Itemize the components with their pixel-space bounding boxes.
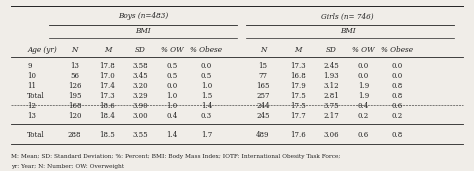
Text: 3.75: 3.75 — [323, 102, 339, 110]
Text: N: N — [260, 46, 266, 54]
Text: 0.8: 0.8 — [392, 92, 403, 100]
Text: 0.4: 0.4 — [358, 102, 369, 110]
Text: % Obese: % Obese — [381, 46, 413, 54]
Text: 0.0: 0.0 — [358, 72, 369, 80]
Text: M: Mean; SD: Standard Deviation; %: Percent; BMI: Body Mass Index; IOTF: Interna: M: Mean; SD: Standard Deviation; %: Perc… — [11, 154, 340, 159]
Text: 244: 244 — [256, 102, 270, 110]
Text: 0.6: 0.6 — [392, 102, 403, 110]
Text: 16.8: 16.8 — [291, 72, 306, 80]
Text: 17.3: 17.3 — [100, 92, 115, 100]
Text: Girls (n= 746): Girls (n= 746) — [321, 12, 374, 20]
Text: 195: 195 — [68, 92, 81, 100]
Text: 0.0: 0.0 — [392, 62, 403, 70]
Text: 0.0: 0.0 — [166, 82, 178, 90]
Text: 11: 11 — [27, 82, 36, 90]
Text: 18.4: 18.4 — [100, 112, 115, 120]
Text: 3.12: 3.12 — [323, 82, 339, 90]
Text: M: M — [104, 46, 111, 54]
Text: 3.20: 3.20 — [133, 82, 148, 90]
Text: BMI: BMI — [340, 28, 356, 35]
Text: 10: 10 — [27, 72, 36, 80]
Text: 1.4: 1.4 — [201, 102, 212, 110]
Text: 9: 9 — [27, 62, 32, 70]
Text: 0.3: 0.3 — [201, 112, 212, 120]
Text: Boys (n=483): Boys (n=483) — [118, 12, 168, 20]
Text: 0.6: 0.6 — [358, 131, 369, 139]
Text: 0.2: 0.2 — [392, 112, 403, 120]
Text: 77: 77 — [258, 72, 267, 80]
Text: N: N — [71, 46, 78, 54]
Text: 3.45: 3.45 — [133, 72, 148, 80]
Text: 0.8: 0.8 — [392, 82, 403, 90]
Text: 1.93: 1.93 — [323, 72, 339, 80]
Text: SD: SD — [135, 46, 146, 54]
Text: 56: 56 — [70, 72, 79, 80]
Text: 1.5: 1.5 — [201, 92, 212, 100]
Text: Age (yr): Age (yr) — [27, 46, 57, 54]
Text: 489: 489 — [256, 131, 270, 139]
Text: 1.9: 1.9 — [358, 92, 369, 100]
Text: 18.5: 18.5 — [100, 131, 115, 139]
Text: 13: 13 — [27, 112, 36, 120]
Text: 17.4: 17.4 — [100, 82, 115, 90]
Text: 0.5: 0.5 — [166, 72, 178, 80]
Text: 3.55: 3.55 — [133, 131, 148, 139]
Text: 15: 15 — [258, 62, 267, 70]
Text: 1.0: 1.0 — [201, 82, 212, 90]
Text: 17.3: 17.3 — [291, 62, 306, 70]
Text: 0.0: 0.0 — [392, 72, 403, 80]
Text: % OW: % OW — [161, 46, 183, 54]
Text: 168: 168 — [68, 102, 81, 110]
Text: 1.9: 1.9 — [358, 82, 369, 90]
Text: 165: 165 — [256, 82, 270, 90]
Text: Total: Total — [27, 131, 45, 139]
Text: 0.2: 0.2 — [358, 112, 369, 120]
Text: 126: 126 — [68, 82, 81, 90]
Text: 17.5: 17.5 — [291, 102, 306, 110]
Text: 3.00: 3.00 — [133, 112, 148, 120]
Text: 3.58: 3.58 — [133, 62, 148, 70]
Text: 3.90: 3.90 — [133, 102, 148, 110]
Text: Total: Total — [27, 92, 45, 100]
Text: 18.6: 18.6 — [100, 102, 115, 110]
Text: 120: 120 — [68, 112, 81, 120]
Text: 2.45: 2.45 — [323, 62, 339, 70]
Text: 1.0: 1.0 — [166, 92, 178, 100]
Text: 17.7: 17.7 — [291, 112, 306, 120]
Text: 3.29: 3.29 — [133, 92, 148, 100]
Text: 0.5: 0.5 — [201, 72, 212, 80]
Text: 3.06: 3.06 — [323, 131, 339, 139]
Text: 0.0: 0.0 — [201, 62, 212, 70]
Text: 13: 13 — [70, 62, 79, 70]
Text: 12: 12 — [27, 102, 36, 110]
Text: 17.5: 17.5 — [291, 92, 306, 100]
Text: 1.0: 1.0 — [166, 102, 178, 110]
Text: 0.0: 0.0 — [358, 62, 369, 70]
Text: SD: SD — [326, 46, 337, 54]
Text: 17.8: 17.8 — [100, 62, 115, 70]
Text: 288: 288 — [68, 131, 81, 139]
Text: 0.4: 0.4 — [166, 112, 178, 120]
Text: 2.17: 2.17 — [323, 112, 339, 120]
Text: 1.4: 1.4 — [166, 131, 178, 139]
Text: 17.6: 17.6 — [291, 131, 306, 139]
Text: 17.9: 17.9 — [291, 82, 306, 90]
Text: % OW: % OW — [352, 46, 374, 54]
Text: 245: 245 — [256, 112, 270, 120]
Text: M: M — [294, 46, 302, 54]
Text: 257: 257 — [256, 92, 270, 100]
Text: 0.8: 0.8 — [392, 131, 403, 139]
Text: % Obese: % Obese — [191, 46, 222, 54]
Text: 0.5: 0.5 — [166, 62, 178, 70]
Text: 2.81: 2.81 — [323, 92, 339, 100]
Text: yr: Year; N: Number; OW: Overweight: yr: Year; N: Number; OW: Overweight — [11, 163, 124, 169]
Text: 17.0: 17.0 — [100, 72, 115, 80]
Text: 1.7: 1.7 — [201, 131, 212, 139]
Text: BMI: BMI — [135, 28, 151, 35]
